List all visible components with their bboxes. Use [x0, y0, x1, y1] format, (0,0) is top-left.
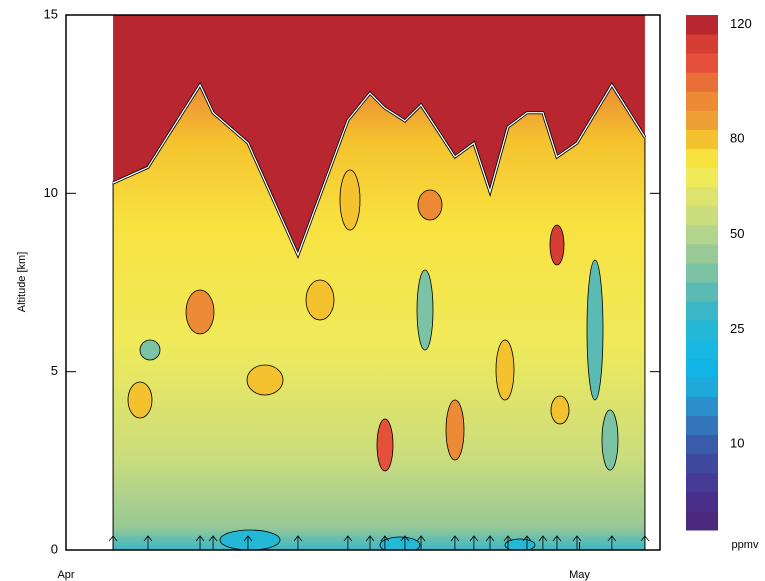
- launch-arrow: [108, 535, 118, 550]
- tropopause-line: [112, 83, 646, 257]
- launch-arrow: [343, 535, 353, 550]
- colorbar-box: [686, 167, 718, 188]
- colorbar-box: [686, 34, 718, 54]
- contour-blob: [127, 381, 153, 419]
- colorbar-box: [686, 377, 718, 397]
- launch-arrow: [640, 535, 650, 550]
- colorbar-box: [686, 243, 718, 264]
- contour-blobs: [127, 169, 619, 550]
- colorbar-box: [686, 282, 718, 302]
- launch-arrow: [208, 535, 218, 550]
- launch-arrow: [365, 535, 375, 550]
- y-tick-label: 5: [51, 363, 58, 378]
- launch-arrow: [450, 535, 460, 550]
- colorbar-box: [686, 72, 718, 92]
- colorbar-box: [686, 415, 718, 436]
- colorbar-box: [686, 453, 718, 474]
- colorbar-box: [686, 510, 718, 531]
- contour-blob: [416, 269, 434, 351]
- launch-arrow: [522, 535, 532, 550]
- colorbar-box: [686, 224, 718, 245]
- contour-blob: [139, 339, 161, 361]
- launch-arrow: [572, 535, 582, 550]
- colorbar-box: [686, 186, 718, 207]
- x-tick-label: Apr: [57, 569, 74, 581]
- contour-blob: [601, 409, 619, 471]
- contour-blob: [495, 339, 515, 401]
- colorbar-box: [686, 205, 718, 226]
- launch-arrow: [416, 535, 426, 550]
- colorbar-box: [686, 396, 718, 417]
- contour-blob: [379, 536, 421, 550]
- y-tick-label: 0: [51, 541, 58, 556]
- contour-blob: [219, 529, 281, 550]
- y-axis-label: Altitude [km]: [16, 252, 28, 313]
- launch-arrow: [243, 535, 253, 550]
- colorbar-tick-label: 10: [730, 436, 744, 451]
- contour-blob: [549, 224, 565, 266]
- launch-arrow: [400, 535, 410, 550]
- colorbar-tick-label: 80: [730, 130, 744, 145]
- launch-arrow: [195, 535, 205, 550]
- colorbar-tick-label: 50: [730, 226, 744, 241]
- contour-blob: [550, 395, 570, 425]
- launch-arrow: [485, 535, 495, 550]
- launch-arrow: [503, 535, 513, 550]
- launch-arrow: [143, 535, 153, 550]
- colorbar-label: ppmv: [732, 539, 759, 551]
- colorbar-box: [686, 358, 718, 378]
- x-tick-label: May: [569, 569, 590, 581]
- contour-blob: [417, 189, 443, 221]
- contour-blob: [586, 259, 604, 401]
- colorbar-box: [686, 434, 718, 455]
- colorbar-tick-label: 120: [730, 16, 752, 31]
- colorbar-box: [686, 491, 718, 512]
- colorbar-box: [686, 320, 718, 340]
- launch-arrow: [469, 535, 479, 550]
- contour-blob: [504, 538, 536, 550]
- launch-arrow: [538, 535, 548, 550]
- colorbar-box: [686, 110, 718, 130]
- contour-blob: [376, 418, 394, 472]
- colorbar-tick-label: 25: [730, 321, 744, 336]
- contour-blob: [185, 289, 215, 335]
- colorbar-box: [686, 301, 718, 321]
- colorbar-box: [686, 262, 718, 283]
- colorbar-box: [686, 129, 718, 150]
- colorbar-box: [686, 339, 718, 359]
- contour-blob: [305, 279, 335, 321]
- contour-blob: [246, 364, 284, 396]
- contour-blob: [445, 399, 465, 461]
- colorbar-box: [686, 15, 718, 35]
- contour-blob: [339, 169, 361, 231]
- colorbar-box: [686, 91, 718, 111]
- y-tick-label: 15: [44, 6, 58, 21]
- launch-arrow: [380, 535, 390, 550]
- launch-arrow: [607, 535, 617, 550]
- colorbar-box: [686, 472, 718, 493]
- y-tick-label: 10: [44, 185, 58, 200]
- launch-arrow: [552, 535, 562, 550]
- plot-frame: [65, 14, 661, 551]
- colorbar-box: [686, 53, 718, 73]
- launch-arrow: [293, 535, 303, 550]
- colorbar-box: [686, 148, 718, 169]
